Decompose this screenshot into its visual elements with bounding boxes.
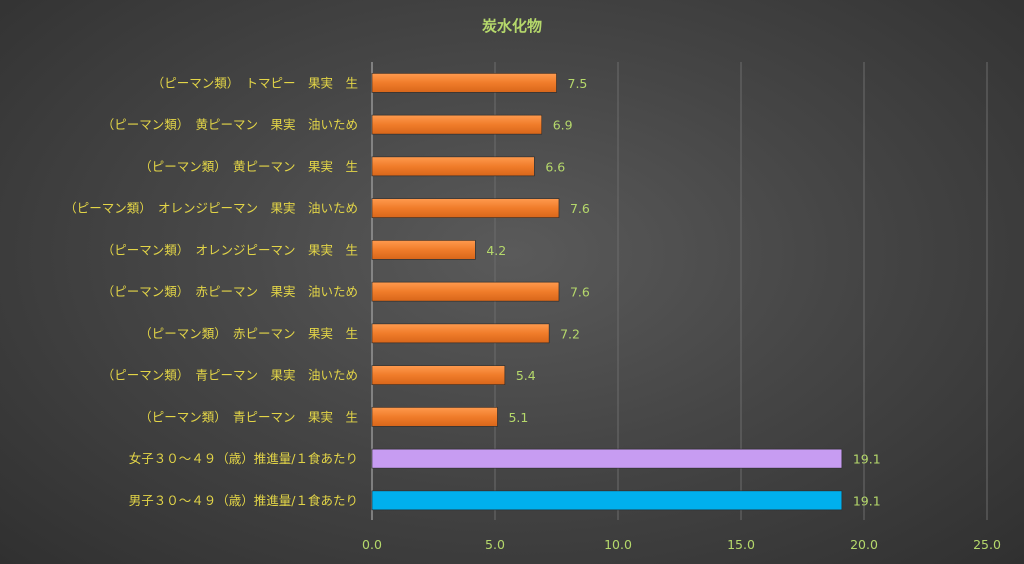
bar [371, 448, 843, 469]
category-label: （ピーマン類） 黄ピーマン 果実 生 [139, 159, 358, 174]
data-label: 6.6 [545, 159, 565, 174]
data-label: 7.2 [560, 326, 580, 341]
label-layer: 0.0 5.0 10.0 15.0 20.0 25.0 （ピーマン類） トマピー 果実 生 7… [64, 75, 1001, 552]
bar [371, 281, 560, 302]
data-label: 7.5 [568, 76, 588, 91]
x-tick-label: 20.0 [850, 537, 878, 552]
category-label: （ピーマン類） オレンジピーマン 果実 油いため [64, 201, 358, 216]
category-label: 女子３０～４９（歳）推進量/１食あたり [129, 451, 358, 466]
category-label: （ピーマン類） 青ピーマン 果実 油いため [102, 368, 358, 383]
bar [371, 407, 498, 427]
data-label: 5.1 [508, 410, 528, 425]
bar [371, 365, 506, 385]
category-label: （ピーマン類） オレンジピーマン 果実 生 [102, 242, 358, 257]
category-label: 男子３０～４９（歳）推進量/１食あたり [129, 493, 358, 508]
bar [371, 198, 560, 218]
category-label: （ピーマン類） 赤ピーマン 果実 油いため [102, 284, 358, 299]
data-label: 6.9 [553, 118, 573, 133]
chart-title: 炭水化物 [482, 17, 542, 35]
x-tick-label: 15.0 [727, 537, 755, 552]
data-label: 19.1 [853, 493, 881, 508]
category-label: （ピーマン類） 青ピーマン 果実 生 [139, 409, 358, 424]
category-label: （ピーマン類） トマピー 果実 生 [152, 75, 358, 90]
bar-layer [371, 73, 843, 511]
bar [371, 323, 550, 344]
bar [371, 156, 535, 177]
x-tick-label: 25.0 [973, 537, 1001, 552]
x-tick-label: 10.0 [604, 537, 632, 552]
data-label: 7.6 [570, 201, 590, 216]
bar [371, 490, 843, 511]
data-label: 5.4 [516, 368, 536, 383]
bar [371, 240, 476, 260]
data-label: 7.6 [570, 285, 590, 300]
bar [371, 114, 543, 135]
category-label: （ピーマン類） 黄ピーマン 果実 油いため [102, 117, 358, 132]
bar [371, 73, 557, 93]
x-tick-label: 0.0 [362, 537, 382, 552]
data-label: 4.2 [486, 243, 506, 258]
category-label: （ピーマン類） 赤ピーマン 果実 生 [139, 326, 358, 341]
data-label: 19.1 [853, 452, 881, 467]
x-tick-label: 5.0 [485, 537, 505, 552]
